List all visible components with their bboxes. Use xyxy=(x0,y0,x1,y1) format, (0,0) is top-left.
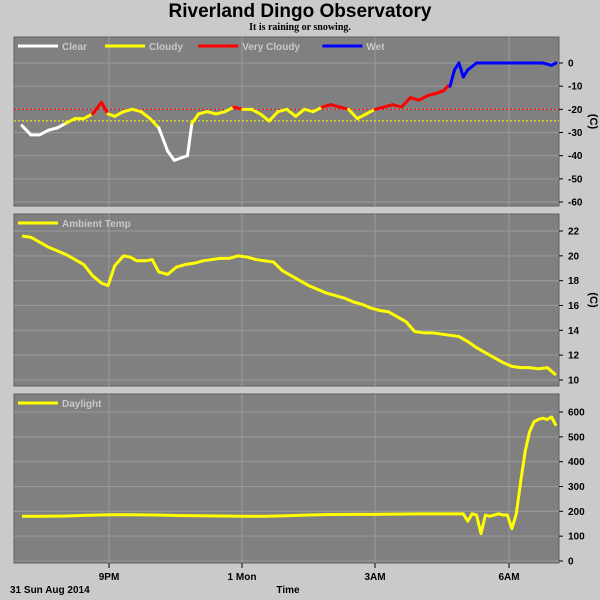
date-label: 31 Sun Aug 2014 xyxy=(10,585,90,596)
y-tick-label: 500 xyxy=(568,432,585,443)
sky-series-segment xyxy=(139,110,152,121)
y-tick-label: 400 xyxy=(568,457,585,468)
sky-series-segment xyxy=(338,105,351,111)
sky-series-segment xyxy=(99,100,110,116)
sky-series-segment xyxy=(373,105,386,111)
x-tick-label: 9PM xyxy=(99,572,120,583)
legend-label: Cloudy xyxy=(149,42,183,53)
sky-series-segment xyxy=(457,61,465,79)
y-tick-label: 0 xyxy=(568,59,574,70)
y-tick-label: -40 xyxy=(568,151,583,162)
x-axis-label: Time xyxy=(276,585,300,596)
sky-series-segment xyxy=(130,107,143,114)
daylight-series-line xyxy=(22,415,558,536)
y-tick-label: -20 xyxy=(568,105,583,116)
y-axis-label: (C) xyxy=(587,114,599,130)
sky-series-segment xyxy=(166,149,176,162)
y-tick-label: 14 xyxy=(568,326,580,337)
sky-series-segment xyxy=(190,112,201,125)
sky-series-segment xyxy=(267,110,280,123)
y-tick-label: -30 xyxy=(568,128,583,139)
page-title: Riverland Dingo Observatory xyxy=(168,1,432,22)
sky-series-segment xyxy=(294,107,306,118)
sky-series-segment xyxy=(91,100,103,116)
sky-series-segment xyxy=(391,103,404,109)
sky-series-segment xyxy=(148,117,161,130)
sky-series-segment xyxy=(197,110,209,116)
y-tick-label: 20 xyxy=(568,251,580,262)
y-tick-label: 100 xyxy=(568,532,585,543)
y-tick-label: 300 xyxy=(568,482,585,493)
y-tick-label: 12 xyxy=(568,351,580,362)
y-tick-label: 600 xyxy=(568,408,585,419)
x-tick-label: 6AM xyxy=(498,572,519,583)
y-tick-label: -10 xyxy=(568,82,583,93)
sky-series-segment xyxy=(185,121,194,158)
sky-series-segment xyxy=(276,107,289,114)
sky-series-segment xyxy=(82,112,95,121)
sky-series-segment xyxy=(64,117,77,125)
panel-ambient xyxy=(13,213,563,387)
sky-series-segment xyxy=(355,112,368,121)
sky-series-segment xyxy=(214,110,227,116)
legend-label: Clear xyxy=(62,42,87,53)
sky-series-segment xyxy=(302,107,315,114)
plot-area-sky xyxy=(13,36,560,207)
sky-series-segment xyxy=(382,103,395,109)
sky-series-segment xyxy=(20,124,33,137)
sky-series-segment xyxy=(408,96,421,102)
sky-series-segment xyxy=(113,110,126,118)
y-tick-label: -50 xyxy=(568,174,583,185)
plot-area-ambient xyxy=(13,213,560,387)
y-tick-label: -60 xyxy=(568,198,583,209)
sky-series-segment xyxy=(400,96,412,109)
sky-series-segment xyxy=(232,105,245,111)
y-tick-label: 18 xyxy=(568,276,580,287)
y-tick-label: 16 xyxy=(568,301,580,312)
sky-series-segment xyxy=(448,68,456,88)
sky-series-segment xyxy=(550,61,558,67)
sky-series-segment xyxy=(347,107,359,121)
legend-label: Ambient Temp xyxy=(62,219,131,230)
legend-label: Daylight xyxy=(62,399,102,410)
y-tick-label: 0 xyxy=(568,557,574,568)
sky-series-segment xyxy=(364,107,377,116)
y-tick-label: 22 xyxy=(568,227,580,238)
sky-series-segment xyxy=(38,128,50,137)
y-tick-label: 200 xyxy=(568,507,585,518)
x-tick-label: 1 Mon xyxy=(228,572,257,583)
sky-series-segment xyxy=(417,93,430,102)
plot-area-daylight xyxy=(13,393,560,564)
sky-series-segment xyxy=(223,105,236,114)
sky-series-segment xyxy=(285,107,298,118)
x-tick-label: 3AM xyxy=(364,572,385,583)
sky-series-segment xyxy=(205,110,218,116)
sky-series-segment xyxy=(329,103,342,109)
sky-series-segment xyxy=(541,61,554,67)
sky-series-segment xyxy=(320,103,333,109)
sky-series-segment xyxy=(46,126,59,132)
sky-series-segment xyxy=(249,107,262,116)
panel-sky xyxy=(13,36,563,207)
sky-series-segment xyxy=(157,126,170,153)
status-subtitle: It is raining or snowing. xyxy=(249,22,351,33)
sky-series-segment xyxy=(258,112,271,123)
legend-label: Very Cloudy xyxy=(242,42,300,53)
y-tick-label: 10 xyxy=(568,376,580,387)
sky-series-segment xyxy=(55,121,68,130)
sky-series-segment xyxy=(466,61,479,72)
sky-series-segment xyxy=(311,105,324,114)
panel-daylight xyxy=(13,393,563,564)
sky-series-segment xyxy=(426,91,439,97)
legend-label: Wet xyxy=(366,42,385,53)
y-axis-label: (C) xyxy=(587,292,599,308)
sky-series-segment xyxy=(122,107,134,114)
ambient-series-line xyxy=(21,234,557,377)
